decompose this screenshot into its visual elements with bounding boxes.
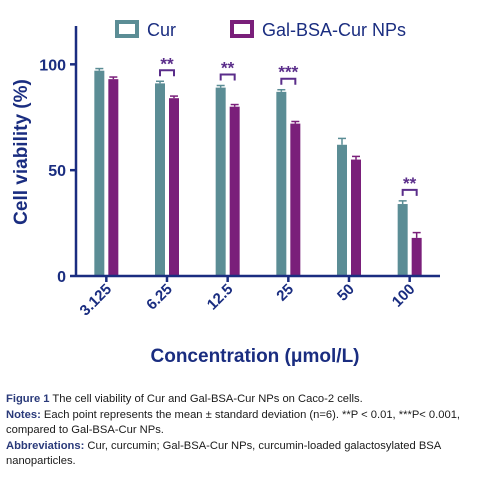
legend-label: Gal-BSA-Cur NPs [262,20,406,40]
x-tick-label: 6.25 [143,281,176,314]
bar-cur-4 [337,144,347,276]
bar-cur-2 [215,87,226,276]
bar-gal-0 [108,79,119,277]
figure-caption: Figure 1 The cell viability of Cur and G… [6,392,484,470]
error-bar [398,200,407,205]
bar-cur-0 [94,70,105,276]
error-bar [338,137,346,145]
x-tick-label: 3.125 [77,281,116,320]
error-bar [156,80,164,84]
bar-cur-3 [276,91,287,276]
significance-label: ** [403,174,417,193]
y-tick-label: 100 [39,57,66,74]
legend: Cur Gal-BSA-Cur NPs [115,20,406,40]
notes-text: Each point represents the mean ± standar… [6,408,461,437]
bar-gal-1 [169,98,179,276]
significance-bracket: ** [401,174,418,196]
significance-bracket: ** [219,59,236,81]
error-bar [230,103,239,107]
x-tick-label: 12.5 [204,281,237,314]
y-tick-label: 50 [48,163,66,180]
error-bar [216,84,225,88]
legend-label: Cur [147,20,176,40]
legend-swatch [230,20,254,38]
bar-chart: Cur Gal-BSA-Cur NPs ** ** ***** 0501003.125… [11,20,440,367]
figure-text: The cell viability of Cur and Gal-BSA-Cu… [49,393,363,405]
error-bar [277,88,286,92]
bar-cur-5 [397,204,408,276]
abbreviations-text: Cur, curcumin; Gal-BSA-Cur NPs, curcumin… [6,439,441,468]
error-bar [352,155,360,160]
error-bar [109,76,118,80]
x-tick-label: 50 [334,281,358,305]
bar-gal-4 [351,159,361,276]
error-bar [95,67,104,71]
chart-marks: ** ** ***** [94,54,422,277]
significance-bracket: *** [278,63,299,85]
abbreviations-label: Abbreviations: [6,439,85,452]
legend-item-gal: Gal-BSA-Cur NPs [230,20,406,40]
significance-bracket: ** [159,54,175,77]
legend-item-cur: Cur [115,20,176,40]
error-bar [170,95,178,99]
error-bar [291,120,300,124]
notes-label: Notes: [6,408,41,421]
bar-gal-3 [290,123,301,276]
x-tick-label: 100 [389,281,419,311]
bar-cur-1 [155,83,165,276]
error-bar [412,231,421,238]
y-axis-label: Cell viability (%) [11,79,32,225]
x-axis-label: Concentration (μmol/L) [151,346,360,367]
significance-label: *** [278,63,298,82]
significance-label: ** [221,59,235,78]
figure-label: Figure 1 [6,393,50,405]
significance-label: ** [160,54,174,73]
bar-gal-2 [229,106,240,277]
y-tick-label: 0 [57,269,66,286]
legend-swatch [115,20,139,38]
x-tick-label: 25 [273,281,297,305]
bar-gal-5 [411,237,422,276]
